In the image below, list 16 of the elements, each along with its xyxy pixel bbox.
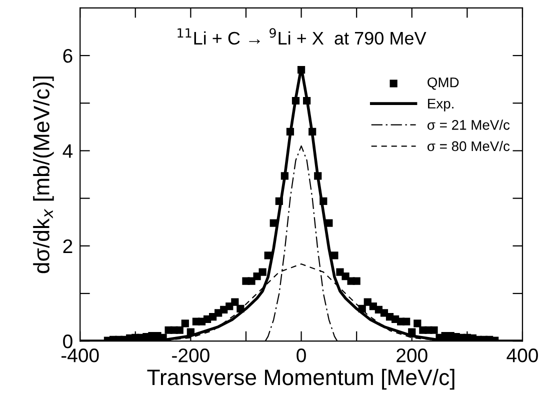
- legend-label: σ = 80 MeV/c: [427, 140, 510, 152]
- annotation: $^{11}$Li + C → $^{9}$Li + X at 790 MeV: [178, 28, 426, 45]
- legend-label: Exp.: [428, 98, 454, 112]
- x-tick-label: -200: [172, 348, 210, 362]
- x-axis-title: Transverse Momentum [MeV/c]: [147, 368, 454, 390]
- x-tick-label: 0: [296, 348, 306, 362]
- legend-label: QMD: [428, 77, 459, 90]
- x-tick-label: 200: [396, 348, 428, 362]
- y-tick-label: 6: [63, 49, 72, 63]
- y-tick-label: 0: [63, 334, 72, 348]
- legend-label: σ = 21 MeV/c: [427, 120, 510, 130]
- x-tick-label: 400: [506, 348, 538, 362]
- y-axis-title: dσ/dk$_{x}$ [mb/(MeV/c)]: [33, 76, 54, 274]
- x-tick-label: -400: [61, 348, 99, 362]
- y-tick-label: 2: [63, 239, 72, 253]
- y-tick-label: 4: [62, 144, 73, 158]
